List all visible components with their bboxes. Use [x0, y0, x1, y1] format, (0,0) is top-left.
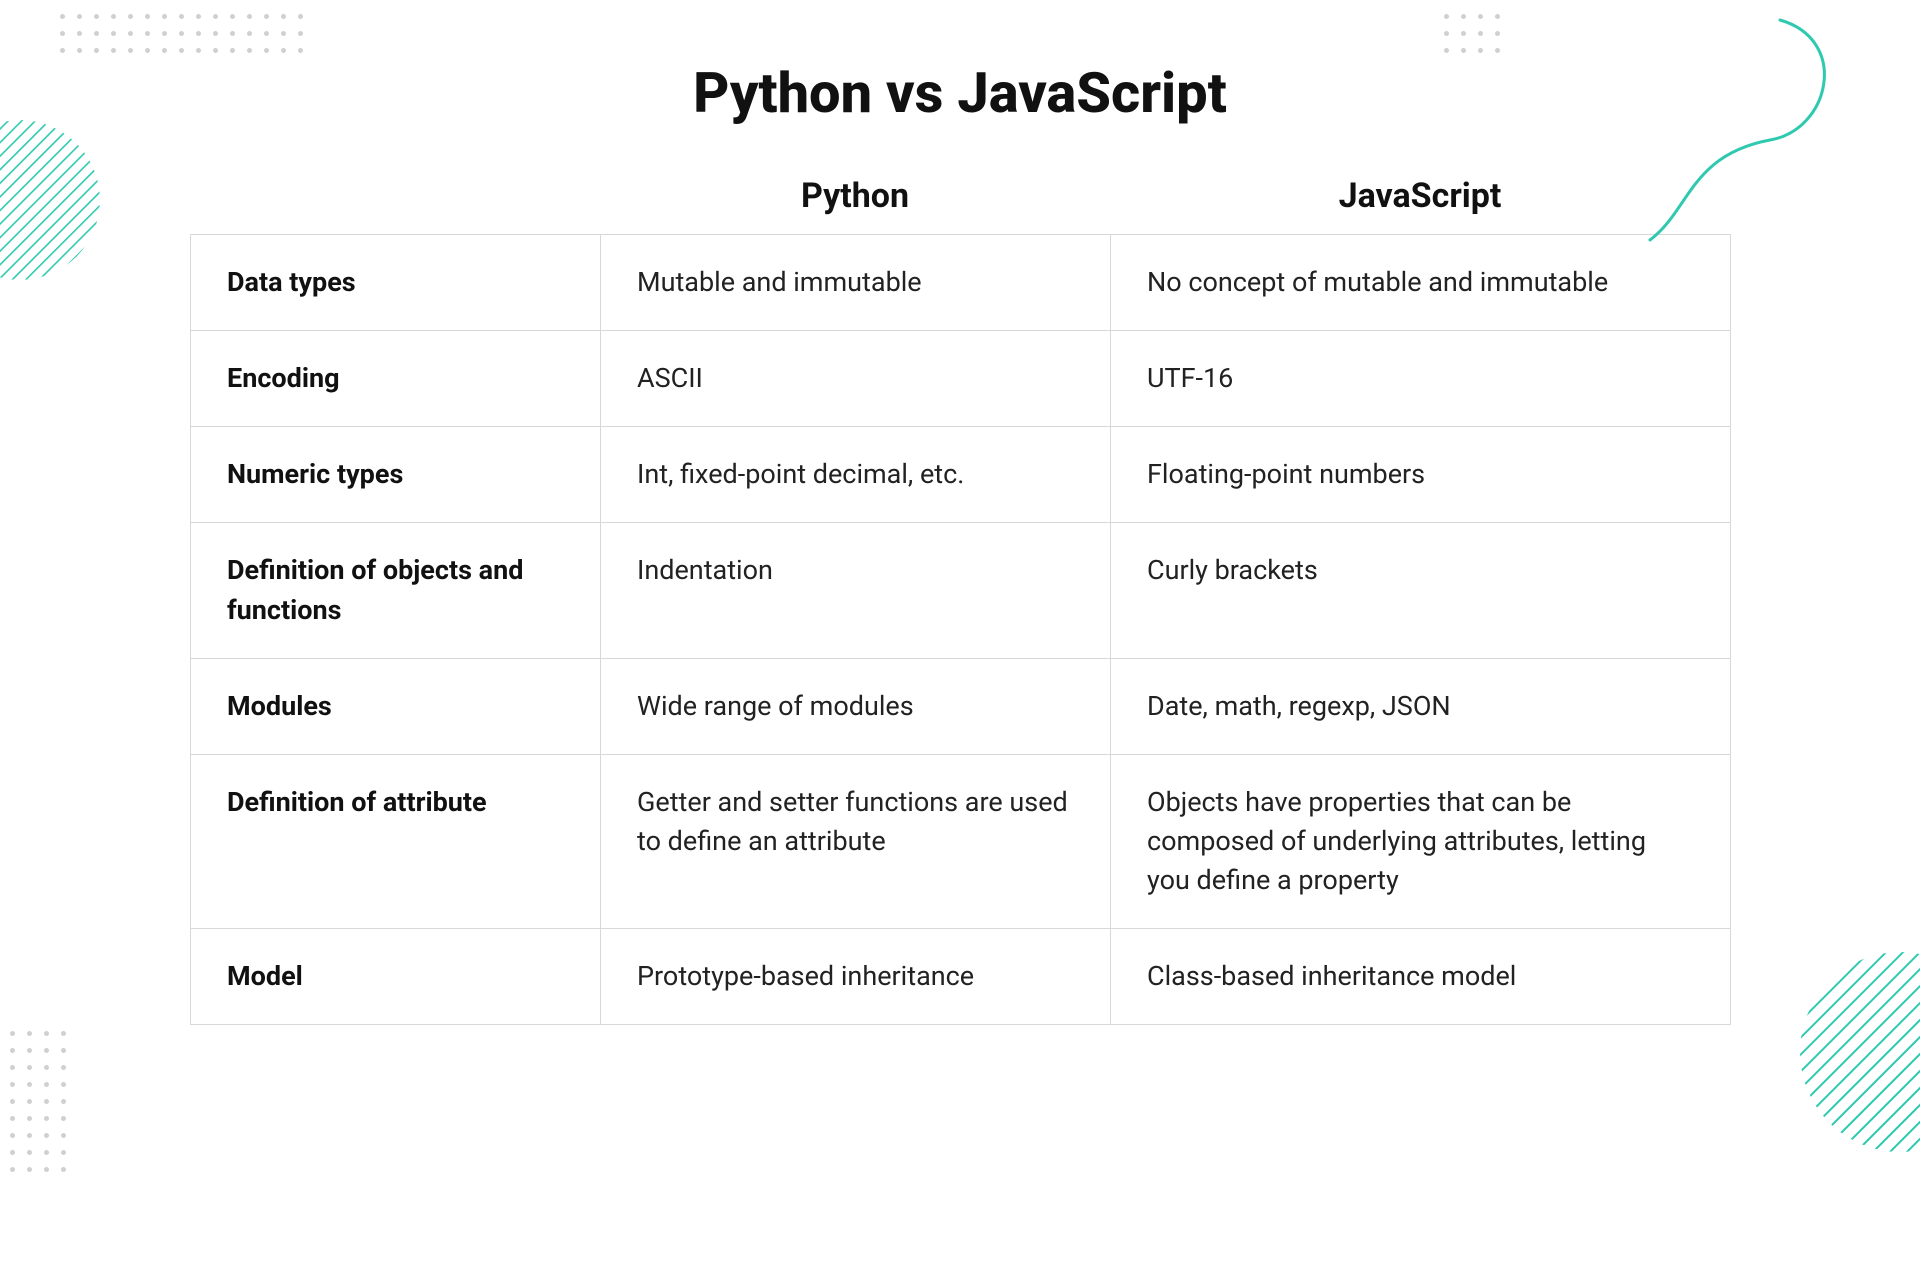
squiggle-decoration [1520, 10, 1880, 250]
comparison-table: Data typesMutable and immutableNo concep… [190, 234, 1731, 1025]
page-title: Python vs JavaScript [190, 60, 1730, 126]
table-row: Definition of attributeGetter and setter… [191, 754, 1731, 928]
table-row: ModulesWide range of modulesDate, math, … [191, 658, 1731, 754]
row-javascript-value: Floating-point numbers [1111, 427, 1731, 523]
row-javascript-value: Date, math, regexp, JSON [1111, 658, 1731, 754]
hatched-circle-right [1800, 952, 1920, 1152]
row-python-value: ASCII [601, 331, 1111, 427]
row-python-value: Mutable and immutable [601, 235, 1111, 331]
table-row: Data typesMutable and immutableNo concep… [191, 235, 1731, 331]
row-python-value: Wide range of modules [601, 658, 1111, 754]
row-label: Definition of objects and functions [191, 523, 601, 658]
table-row: Numeric typesInt, fixed-point decimal, e… [191, 427, 1731, 523]
dots-bottom-left [10, 1031, 66, 1172]
column-header-python: Python [600, 176, 1110, 216]
row-javascript-value: Class-based inheritance model [1111, 929, 1731, 1025]
row-python-value: Prototype-based inheritance [601, 929, 1111, 1025]
dots-top-right [1444, 14, 1500, 53]
hatched-circle-left [0, 120, 100, 280]
table-row: Definition of objects and functionsInden… [191, 523, 1731, 658]
row-label: Data types [191, 235, 601, 331]
row-python-value: Int, fixed-point decimal, etc. [601, 427, 1111, 523]
row-label: Definition of attribute [191, 754, 601, 928]
comparison-table-body: Data typesMutable and immutableNo concep… [191, 235, 1731, 1025]
row-javascript-value: UTF-16 [1111, 331, 1731, 427]
row-label: Numeric types [191, 427, 601, 523]
column-headers: Python JavaScript [190, 176, 1730, 216]
row-label: Encoding [191, 331, 601, 427]
main-container: Python vs JavaScript Python JavaScript D… [190, 0, 1730, 1025]
dots-top-left [60, 14, 303, 53]
row-javascript-value: Curly brackets [1111, 523, 1731, 658]
row-python-value: Indentation [601, 523, 1111, 658]
table-row: EncodingASCIIUTF-16 [191, 331, 1731, 427]
row-label: Modules [191, 658, 601, 754]
row-python-value: Getter and setter functions are used to … [601, 754, 1111, 928]
row-label: Model [191, 929, 601, 1025]
table-row: ModelPrototype-based inheritanceClass-ba… [191, 929, 1731, 1025]
row-javascript-value: Objects have properties that can be comp… [1111, 754, 1731, 928]
